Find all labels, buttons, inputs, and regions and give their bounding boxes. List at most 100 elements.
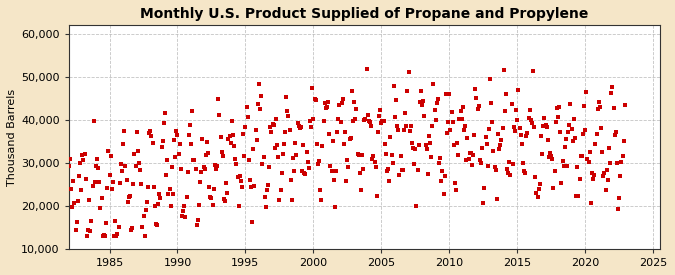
Point — [606, 90, 617, 95]
Point — [202, 151, 213, 155]
Point — [477, 146, 487, 150]
Point — [188, 158, 198, 162]
Point — [451, 188, 462, 192]
Point — [520, 170, 531, 175]
Point — [104, 173, 115, 177]
Point — [488, 148, 499, 153]
Point — [356, 188, 367, 192]
Point — [293, 123, 304, 128]
Point — [460, 124, 470, 128]
Point — [617, 153, 628, 158]
Point — [354, 171, 365, 176]
Point — [187, 109, 198, 113]
Point — [174, 142, 185, 146]
Point — [483, 164, 493, 168]
Point — [190, 167, 201, 172]
Point — [290, 141, 300, 145]
Point — [254, 107, 265, 111]
Point — [321, 105, 332, 110]
Point — [85, 229, 96, 234]
Point — [600, 188, 611, 192]
Point — [110, 219, 121, 223]
Point — [516, 142, 527, 146]
Point — [213, 97, 223, 101]
Point — [392, 124, 402, 129]
Point — [433, 97, 443, 101]
Point — [238, 132, 248, 136]
Point — [361, 67, 372, 71]
Point — [129, 152, 140, 156]
Point — [149, 204, 160, 208]
Point — [566, 127, 577, 131]
Point — [162, 158, 173, 162]
Point — [580, 128, 591, 132]
Point — [309, 97, 320, 101]
Point — [374, 114, 385, 118]
Point — [230, 156, 241, 161]
Point — [360, 117, 371, 121]
Point — [217, 154, 228, 159]
Point — [65, 157, 76, 161]
Point — [554, 105, 564, 110]
Point — [178, 209, 188, 213]
Point — [615, 174, 626, 178]
Point — [197, 137, 208, 142]
Point — [593, 100, 604, 104]
Point — [414, 100, 425, 104]
Point — [466, 163, 477, 167]
Point — [275, 188, 286, 192]
Point — [395, 154, 406, 158]
Point — [191, 223, 202, 227]
Point — [327, 139, 338, 143]
Point — [458, 128, 469, 132]
Point — [461, 158, 472, 162]
Point — [146, 134, 157, 138]
Point — [134, 161, 144, 165]
Point — [313, 162, 323, 166]
Point — [283, 114, 294, 118]
Point — [353, 153, 364, 157]
Point — [105, 153, 116, 158]
Point — [209, 187, 219, 192]
Point — [336, 101, 347, 106]
Point — [453, 153, 464, 157]
Point — [377, 119, 388, 123]
Point — [587, 170, 597, 175]
Point — [582, 157, 593, 161]
Point — [76, 188, 86, 192]
Point — [598, 174, 609, 179]
Point — [371, 194, 382, 198]
Point — [378, 119, 389, 123]
Point — [495, 142, 506, 147]
Point — [294, 126, 305, 130]
Point — [450, 181, 460, 186]
Point — [572, 164, 583, 169]
Point — [423, 172, 433, 177]
Point — [429, 108, 440, 112]
Point — [350, 117, 360, 121]
Point — [464, 151, 475, 155]
Point — [570, 136, 580, 141]
Point — [515, 133, 526, 137]
Point — [549, 169, 560, 173]
Point — [307, 86, 318, 90]
Point — [578, 132, 589, 137]
Point — [302, 160, 313, 164]
Point — [441, 91, 452, 96]
Point — [120, 164, 131, 168]
Point — [340, 130, 350, 134]
Point — [588, 177, 599, 181]
Point — [406, 124, 416, 128]
Point — [505, 173, 516, 177]
Point — [575, 153, 586, 158]
Point — [151, 221, 161, 226]
Point — [430, 118, 441, 122]
Point — [555, 130, 566, 134]
Point — [84, 197, 95, 202]
Point — [425, 141, 435, 145]
Point — [186, 142, 196, 146]
Point — [194, 203, 205, 207]
Point — [399, 128, 410, 132]
Point — [356, 153, 367, 158]
Point — [257, 161, 268, 166]
